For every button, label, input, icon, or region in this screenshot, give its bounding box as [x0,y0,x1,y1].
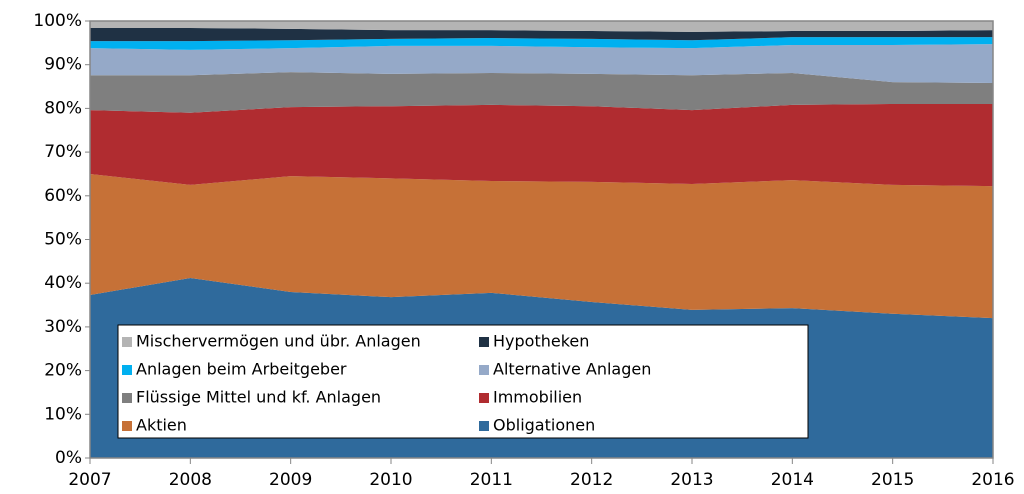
y-tick-label: 80% [44,98,82,118]
y-tick-label: 100% [33,11,82,31]
legend-label: Anlagen beim Arbeitgeber [136,360,347,379]
y-tick-label: 20% [44,361,82,381]
legend-swatch [479,337,489,347]
y-tick-label: 90% [44,55,82,75]
legend-box [117,324,809,439]
legend-swatch [479,365,489,375]
x-tick-label: 2012 [570,470,613,490]
legend-swatch [122,365,132,375]
y-tick-label: 30% [44,317,82,337]
y-tick-label: 0% [55,448,82,468]
x-tick-label: 2010 [369,470,412,490]
x-tick-label: 2009 [269,470,312,490]
legend-label: Immobilien [493,388,582,407]
x-tick-label: 2011 [470,470,513,490]
y-tick-label: 40% [44,273,82,293]
legend-swatch [122,421,132,431]
x-tick-label: 2007 [68,470,111,490]
y-tick-label: 60% [44,186,82,206]
area [90,104,993,187]
area [90,173,993,319]
legend-swatch [122,393,132,403]
x-tick-label: 2013 [670,470,713,490]
x-tick-label: 2015 [871,470,914,490]
x-tick-label: 2008 [169,470,212,490]
y-tick-label: 70% [44,142,82,162]
legend-label: Mischervermögen und übr. Anlagen [136,332,421,351]
legend-swatch [479,421,489,431]
legend-label: Aktien [136,416,187,435]
area [90,37,993,50]
legend-label: Flüssige Mittel und kf. Anlagen [136,388,381,407]
x-tick-label: 2014 [771,470,814,490]
legend-swatch [122,337,132,347]
legend-label: Hypotheken [493,332,589,351]
area [90,44,993,84]
area [90,27,993,42]
y-tick-label: 50% [44,230,82,250]
legend: Mischervermögen und übr. Anlagen Hypothek… [117,324,809,439]
legend-label: Obligationen [493,416,595,435]
legend-label: Alternative Anlagen [493,360,651,379]
x-tick-label: 2016 [971,470,1014,490]
legend-swatch [479,393,489,403]
area [90,72,993,113]
y-tick-label: 10% [44,404,82,424]
area [90,21,993,32]
